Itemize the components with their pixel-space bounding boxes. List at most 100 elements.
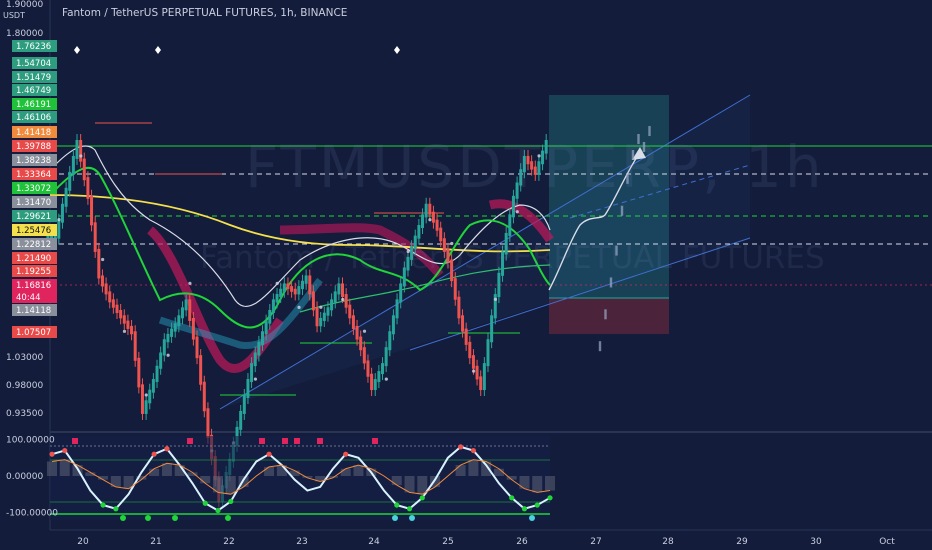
psar-dot [472,369,476,373]
candle-body [464,328,468,345]
candle-body [511,195,515,218]
candle-body [381,363,385,375]
candle-body [526,155,530,165]
psar-dot [493,297,498,301]
signal-diamonds [74,46,400,54]
psar-dot [166,353,170,357]
candle-body [50,235,54,239]
oscillator-signal-dot [521,506,528,512]
projected-candle [626,173,629,184]
candle-body [326,307,330,316]
candle-body [501,251,505,276]
oscillator-histogram-bar [506,476,517,480]
oscillator-signal-dot [100,502,106,508]
signal-diamond [394,46,400,54]
price-badge [12,182,57,194]
oscillator-histogram-bar [315,476,326,482]
candle-body [424,203,428,218]
candle-body [308,275,312,295]
oscillator-histogram-bar [519,476,530,489]
projected-candle [642,141,646,152]
price-badge-label: 1.46191 [16,100,51,110]
psar-dot [57,218,61,222]
candle-body [130,325,134,335]
projected-candle [609,277,613,288]
oscillator-signal-dot [49,451,55,457]
candle-body [177,315,181,327]
oscillator-histogram-bar [85,472,96,476]
oscillator-histogram-bar [545,476,555,491]
axes: 1.90000 1.80000 1.03000 0.98000 0.93500 20 21 2… [6,0,895,547]
psar-dot [384,377,388,381]
projected-candle [615,245,618,256]
oscillator-signal-dot [458,444,464,450]
candle-body [180,307,184,319]
price-badge [12,326,57,338]
candle-body [541,150,545,165]
psar-dot [122,329,127,333]
candle-body [311,291,315,311]
time-axis-tick-label: 22 [223,537,234,547]
candle-body [402,267,406,287]
oscillator-bottom-marker [145,515,151,521]
candle-body [439,227,443,242]
time-axis-tick-label: 26 [516,537,528,547]
projected-path-line [548,151,641,291]
candle-body [355,325,359,340]
time-axis-tick-label: 28 [662,537,674,547]
oscillator-top-marker [294,438,300,444]
candle-body [155,365,159,383]
time-axis-tick-label: 25 [442,537,453,547]
candle-body [202,381,206,412]
candle-body [90,195,94,226]
price-badge-label: 1.33072 [16,184,51,194]
time-axis-tick-label: Oct [879,537,895,547]
candle-body [290,286,294,292]
price-badge-label: 1.14118 [16,306,51,316]
price-badge-label: 1.38238 [16,156,51,166]
candle-body [253,352,257,367]
candle-body [148,389,152,404]
oscillator-axis-tick-label: 0.00000 [6,472,43,482]
oscillator-signal-dot [164,446,170,452]
candle-body [97,248,101,279]
indicator-lines [49,122,646,396]
oscillator-signal-dot [509,495,515,501]
oscillator-histogram-bar [493,468,504,476]
psar-dot [428,218,432,222]
price-axis-tick-label: 0.93500 [6,409,43,419]
candle-body [199,355,203,385]
price-badge-label: 1.25476 [16,226,51,236]
chart-title: Fantom / TetherUS PERPETUAL FUTURES, 1h,… [62,7,348,19]
oscillator-signal-line [51,459,551,495]
price-axis-tick-label: 1.03000 [6,353,43,363]
candle-body [435,219,439,231]
candle-body [395,299,399,319]
price-badge [12,40,57,52]
oscillator-histogram-bar [289,470,300,476]
price-badge [12,224,57,236]
price-badge [12,154,57,166]
oscillator-top-marker [282,438,288,444]
candle-body [471,355,475,369]
candle-body [170,328,174,337]
oscillator-histogram-bar [430,476,441,487]
time-axis-tick-label: 24 [368,537,380,547]
candle-body [330,299,334,311]
oscillator-histogram-bar [225,476,236,495]
candle-body [122,315,126,324]
candle-body [46,235,50,239]
price-badge [12,98,57,110]
projected-candle [604,309,607,320]
candle-body [260,331,264,345]
price-badge [12,126,57,138]
price-badge-label: 1.51479 [16,73,51,83]
oscillator-bottom-marker [392,515,398,521]
candle-body [450,259,454,282]
candle-body [344,294,348,308]
candle-body [508,214,512,236]
candle-body [482,363,486,391]
candle-body [250,363,254,383]
price-badge [12,196,57,208]
